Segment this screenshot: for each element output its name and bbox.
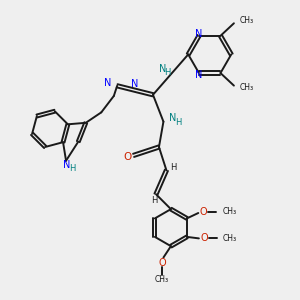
Text: N: N [131,79,139,89]
Text: CH₃: CH₃ [222,207,236,216]
Text: CH₃: CH₃ [239,16,254,26]
Text: N: N [159,64,166,74]
Text: N: N [195,29,202,39]
Text: CH₃: CH₃ [239,83,254,92]
Text: O: O [158,258,166,268]
Text: CH₃: CH₃ [222,234,236,243]
Text: O: O [124,152,132,162]
Text: H: H [170,164,176,172]
Text: O: O [200,233,208,243]
Text: H: H [151,196,158,205]
Text: N: N [63,160,70,170]
Text: CH₃: CH₃ [155,274,169,284]
Text: H: H [69,164,75,173]
Text: N: N [104,78,111,88]
Text: H: H [175,118,182,127]
Text: N: N [195,70,202,80]
Text: N: N [169,113,177,123]
Text: H: H [164,68,171,77]
Text: O: O [200,207,207,217]
